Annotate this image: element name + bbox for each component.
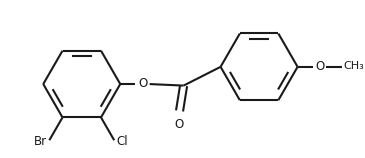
Text: Br: Br xyxy=(34,135,47,148)
Text: O: O xyxy=(174,118,183,131)
Text: CH₃: CH₃ xyxy=(343,61,364,71)
Text: O: O xyxy=(315,60,324,73)
Text: Cl: Cl xyxy=(116,135,128,148)
Text: O: O xyxy=(138,77,147,90)
